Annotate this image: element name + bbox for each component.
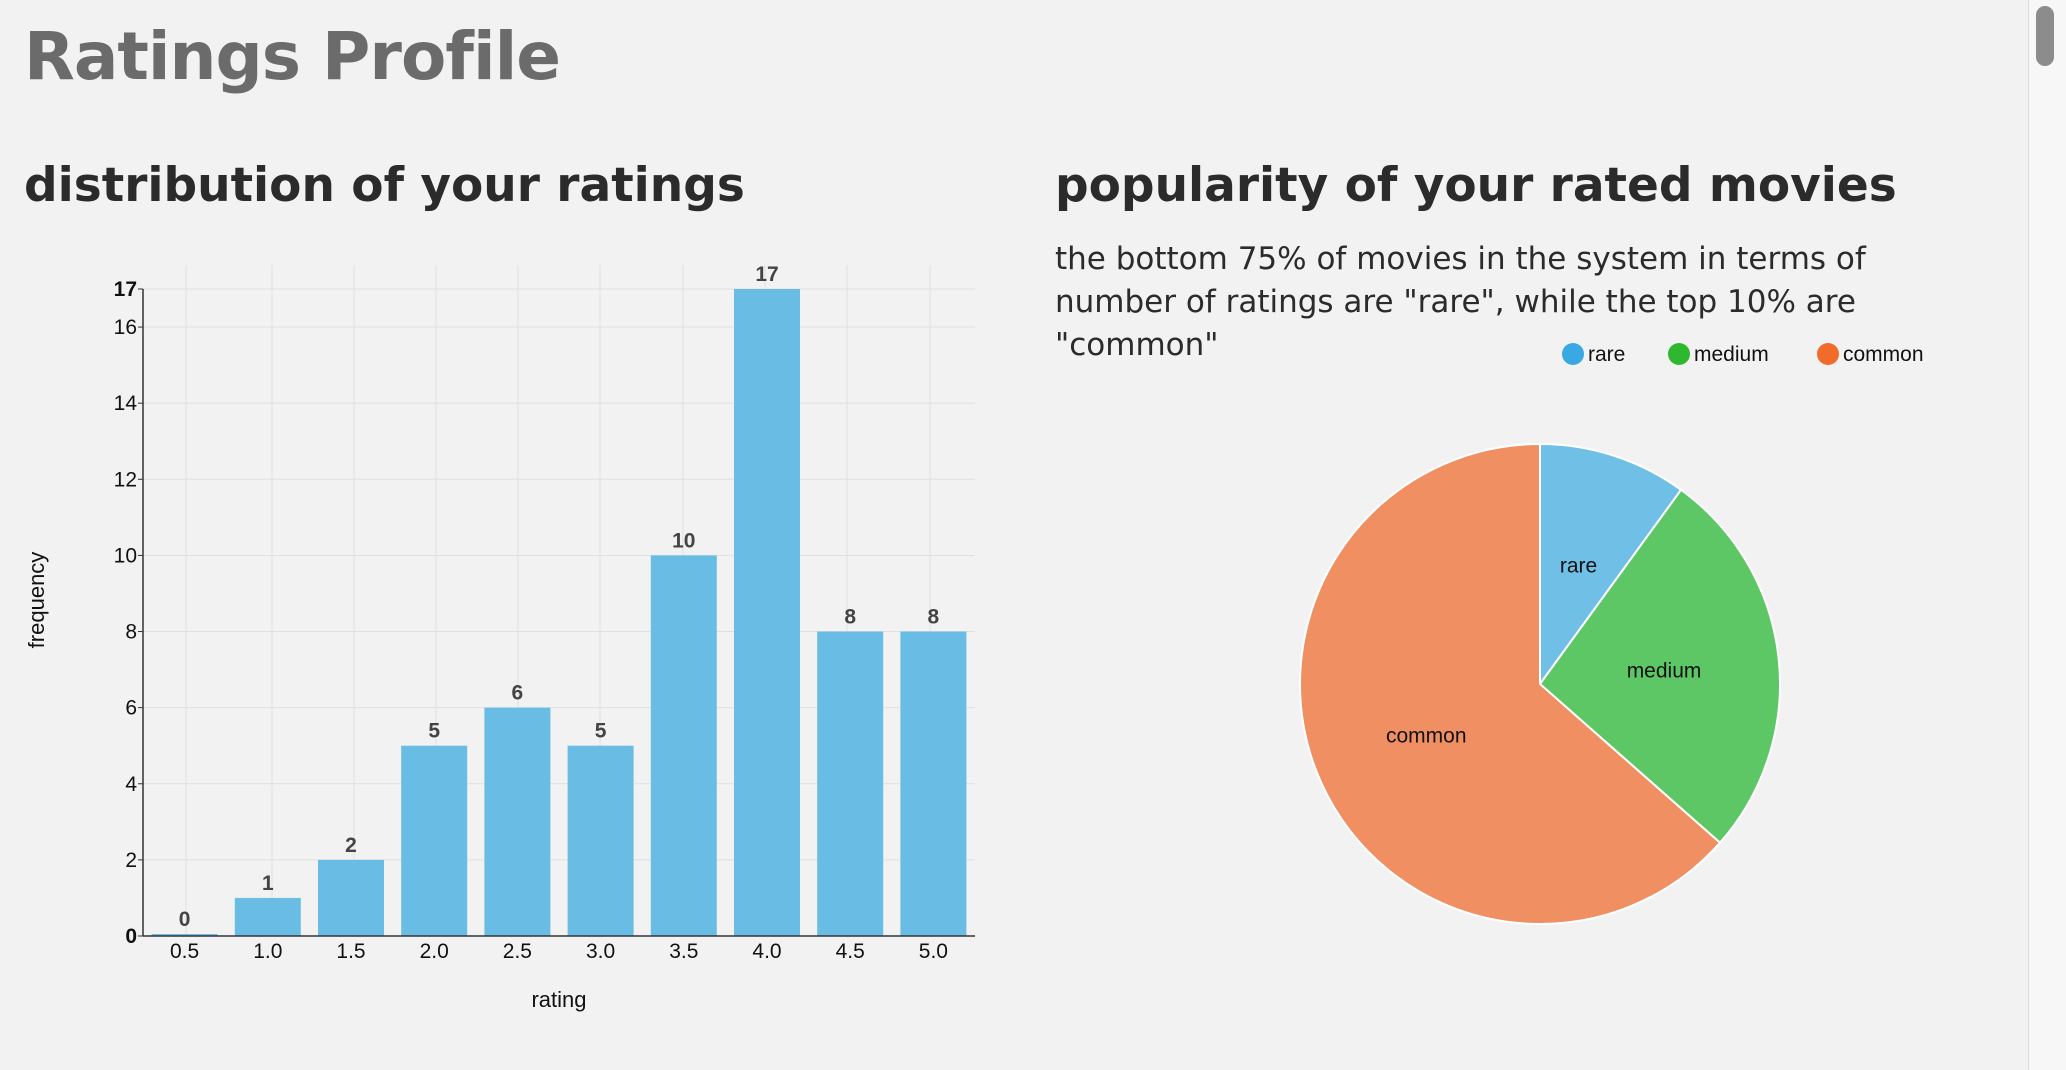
x-tick-label: 1.5	[336, 940, 365, 963]
x-tick-label: 1.0	[253, 940, 282, 963]
page-title: Ratings Profile	[24, 18, 561, 95]
bar-rating-0.5[interactable]	[151, 934, 218, 936]
pie-slice-common[interactable]	[1299, 442, 1722, 925]
pie-slice-rare[interactable]	[1539, 442, 1683, 688]
bar-rating-5.0[interactable]	[900, 631, 967, 936]
pie-slice-label: rare	[1560, 554, 1597, 577]
y-tick-label: 2	[125, 849, 137, 872]
bar-data-label: 0	[179, 908, 191, 931]
bar-data-label: 5	[428, 720, 440, 743]
pie-slice-label: common	[1386, 724, 1467, 747]
y-tick-label: 17	[114, 278, 137, 301]
x-tick-label: 3.5	[669, 940, 698, 963]
legend-swatch-common	[1817, 343, 1839, 365]
bar-rating-4.5[interactable]	[817, 631, 884, 936]
y-tick-label: 12	[114, 468, 137, 491]
bar-data-label: 2	[345, 834, 357, 857]
bar-data-label: 17	[755, 263, 778, 286]
x-tick-label: 2.0	[420, 940, 449, 963]
legend-swatch-rare	[1562, 343, 1584, 365]
bar-rating-3.0[interactable]	[567, 745, 634, 936]
bar-rating-4.0[interactable]	[734, 289, 800, 936]
legend-label-common[interactable]: common	[1843, 343, 1924, 366]
pie-slice-label: medium	[1627, 659, 1702, 682]
bar-rating-2.0[interactable]	[401, 745, 468, 936]
x-tick-label: 0.5	[170, 940, 199, 963]
x-axis-label: rating	[531, 987, 586, 1012]
y-tick-label: 4	[125, 773, 137, 796]
y-tick-label: 0	[125, 925, 137, 948]
bar-rating-2.5[interactable]	[484, 707, 551, 936]
pie-chart-title: popularity of your rated movies	[1055, 158, 1897, 213]
pie-chart-description: the bottom 75% of movies in the system i…	[1055, 241, 1866, 363]
bar-data-label: 10	[672, 529, 695, 552]
y-axis-label: frequency	[24, 552, 49, 649]
x-tick-label: 4.5	[836, 940, 865, 963]
bar-data-label: 8	[928, 606, 940, 629]
x-tick-label: 5.0	[919, 940, 948, 963]
x-tick-label: 4.0	[752, 940, 781, 963]
bar-data-label: 8	[844, 606, 856, 629]
pie-slice-medium[interactable]	[1538, 488, 1781, 845]
y-tick-label: 14	[114, 392, 138, 415]
bar-data-label: 1	[262, 872, 274, 895]
y-tick-label: 10	[114, 544, 137, 567]
y-tick-label: 6	[125, 697, 137, 720]
histogram-title: distribution of your ratings	[24, 158, 745, 213]
x-tick-label: 3.0	[586, 940, 615, 963]
x-tick-label: 2.5	[503, 940, 532, 963]
legend-swatch-medium	[1668, 343, 1690, 365]
bar-data-label: 6	[512, 682, 524, 705]
bar-rating-1.0[interactable]	[234, 897, 301, 936]
bar-data-label: 5	[595, 720, 607, 743]
scrollbar-thumb[interactable]	[2036, 6, 2054, 66]
legend-label-rare[interactable]: rare	[1588, 343, 1625, 366]
legend-label-medium[interactable]: medium	[1694, 343, 1769, 366]
bar-rating-1.5[interactable]	[318, 859, 384, 936]
scrollbar-track[interactable]	[2028, 0, 2066, 1070]
bar-rating-3.5[interactable]	[650, 555, 717, 936]
y-tick-label: 16	[114, 316, 137, 339]
y-tick-label: 8	[125, 621, 137, 644]
